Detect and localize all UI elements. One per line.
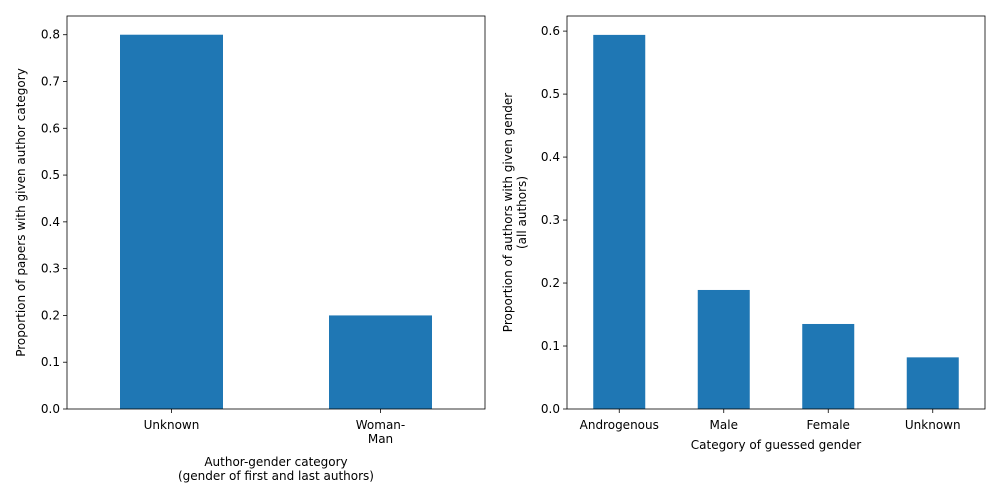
y-tick-label: 0.2	[41, 308, 60, 322]
bar	[329, 315, 432, 409]
x-axis-label: Category of guessed gender	[691, 438, 862, 452]
y-tick-label: 0.2	[541, 276, 560, 290]
y-tick-label: 0.0	[541, 402, 560, 416]
y-tick-label: 0.3	[541, 213, 560, 227]
right-chart: 0.0 0.1 0.2 0.3 0.4 0.5 0.6 Androgenous Male Fema…	[501, 15, 986, 452]
y-tick-label: 0.5	[41, 168, 60, 182]
x-tick-label: Unknown	[905, 418, 961, 432]
x-tick-label: Female	[807, 418, 850, 432]
x-axis-label: Author-gender category (gender of first a…	[178, 455, 374, 483]
y-tick-label: 0.8	[41, 28, 60, 42]
axes-frame	[566, 15, 986, 410]
y-tick-label: 0.1	[41, 355, 60, 369]
y-tick-label: 0.3	[41, 262, 60, 276]
y-axis-label: Proportion of authors with given gender(…	[501, 93, 529, 332]
y-tick-label: 0.4	[41, 215, 60, 229]
y-tick-label: 0.1	[541, 339, 560, 353]
y-tick-label: 0.6	[41, 121, 60, 135]
bar	[120, 34, 223, 409]
y-tick-label: 0.4	[541, 150, 560, 164]
y-tick-label: 0.7	[41, 75, 60, 89]
y-tick-label: 0.6	[541, 24, 560, 38]
x-tick-label: Unknown	[144, 418, 200, 432]
x-tick-label: Male	[710, 418, 738, 432]
left-chart: 0.0 0.1 0.2 0.3 0.4 0.5 0.6 0.7 0.8 Unknown Woman-…	[14, 15, 486, 483]
x-tick-label: Androgenous	[580, 418, 659, 432]
y-tick-label: 0.5	[541, 87, 560, 101]
y-axis-label: Proportion of papers with given author c…	[14, 68, 28, 357]
bar	[802, 323, 855, 409]
bar	[906, 357, 959, 409]
y-tick-label: 0.0	[41, 402, 60, 416]
bar	[593, 34, 646, 410]
x-tick-label: Woman-Man	[356, 418, 405, 446]
bar	[697, 289, 750, 409]
axes-frame	[66, 15, 486, 410]
